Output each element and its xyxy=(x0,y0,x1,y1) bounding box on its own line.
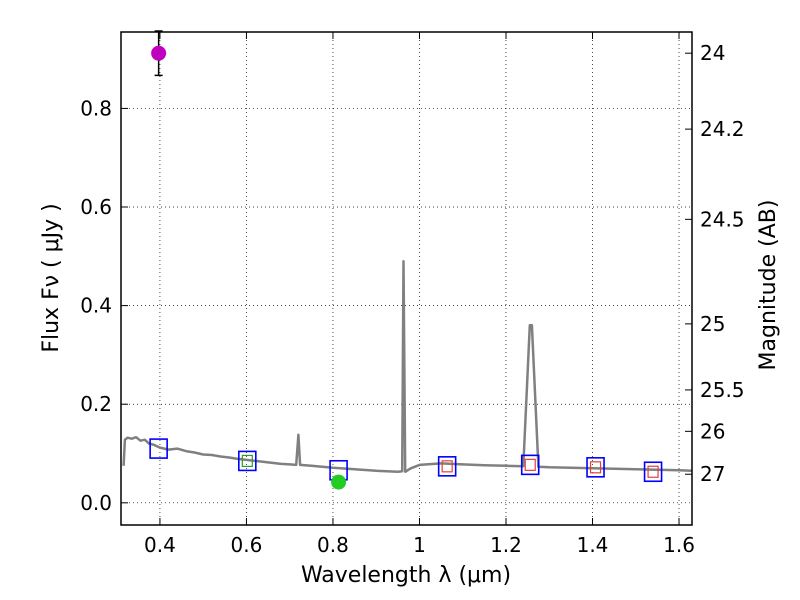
x-axis-label: Wavelength λ (μm) xyxy=(301,563,511,588)
y-tick-label: 0.2 xyxy=(80,392,112,416)
right-axis-label: Magnitude (AB) xyxy=(756,200,781,371)
x-tick-label: 0.6 xyxy=(231,533,263,557)
model-photometry-square xyxy=(586,457,605,478)
plot-area xyxy=(122,30,693,490)
model-photometry-square xyxy=(238,450,257,472)
x-tick-label: 0.4 xyxy=(144,533,176,557)
y-axis-label: Flux Fν ( μJy ) xyxy=(39,203,64,352)
y-tick-label: 0.0 xyxy=(80,491,112,515)
x-tick-label: 1.4 xyxy=(577,533,609,557)
inner-photometry-square xyxy=(524,458,536,471)
x-tick-label: 0.8 xyxy=(317,533,349,557)
right-tick-label: 25 xyxy=(700,312,725,336)
x-tick-label: 1.2 xyxy=(490,533,522,557)
y-tick-label: 0.8 xyxy=(80,96,112,120)
y-tick-label: 0.4 xyxy=(80,294,112,318)
inner-photometry-square xyxy=(441,460,453,473)
inner-photometry-square xyxy=(589,461,602,474)
model-photometry-square xyxy=(149,438,168,459)
right-tick-label: 25.5 xyxy=(700,378,745,402)
inner-photometry-square xyxy=(647,465,659,478)
x-tick-label: 1.6 xyxy=(663,533,695,557)
observed-flux-point xyxy=(151,45,167,61)
model-photometry-square xyxy=(643,461,663,483)
tick-marks xyxy=(121,32,692,525)
inner-photometry-square xyxy=(241,454,253,468)
right-tick-label: 24.5 xyxy=(700,207,745,231)
right-tick-label: 26 xyxy=(700,419,725,443)
right-tick-label: 24.2 xyxy=(700,117,745,141)
observed-flux-point xyxy=(331,474,347,490)
model-photometry-square xyxy=(520,454,540,476)
axes-frame xyxy=(120,31,693,526)
right-tick-label: 27 xyxy=(700,462,725,486)
y-tick-label: 0.6 xyxy=(80,195,112,219)
x-tick-label: 1 xyxy=(413,533,426,557)
model-photometry-square xyxy=(437,456,457,477)
right-tick-label: 24 xyxy=(700,41,725,65)
model-spectrum-line xyxy=(122,259,693,474)
